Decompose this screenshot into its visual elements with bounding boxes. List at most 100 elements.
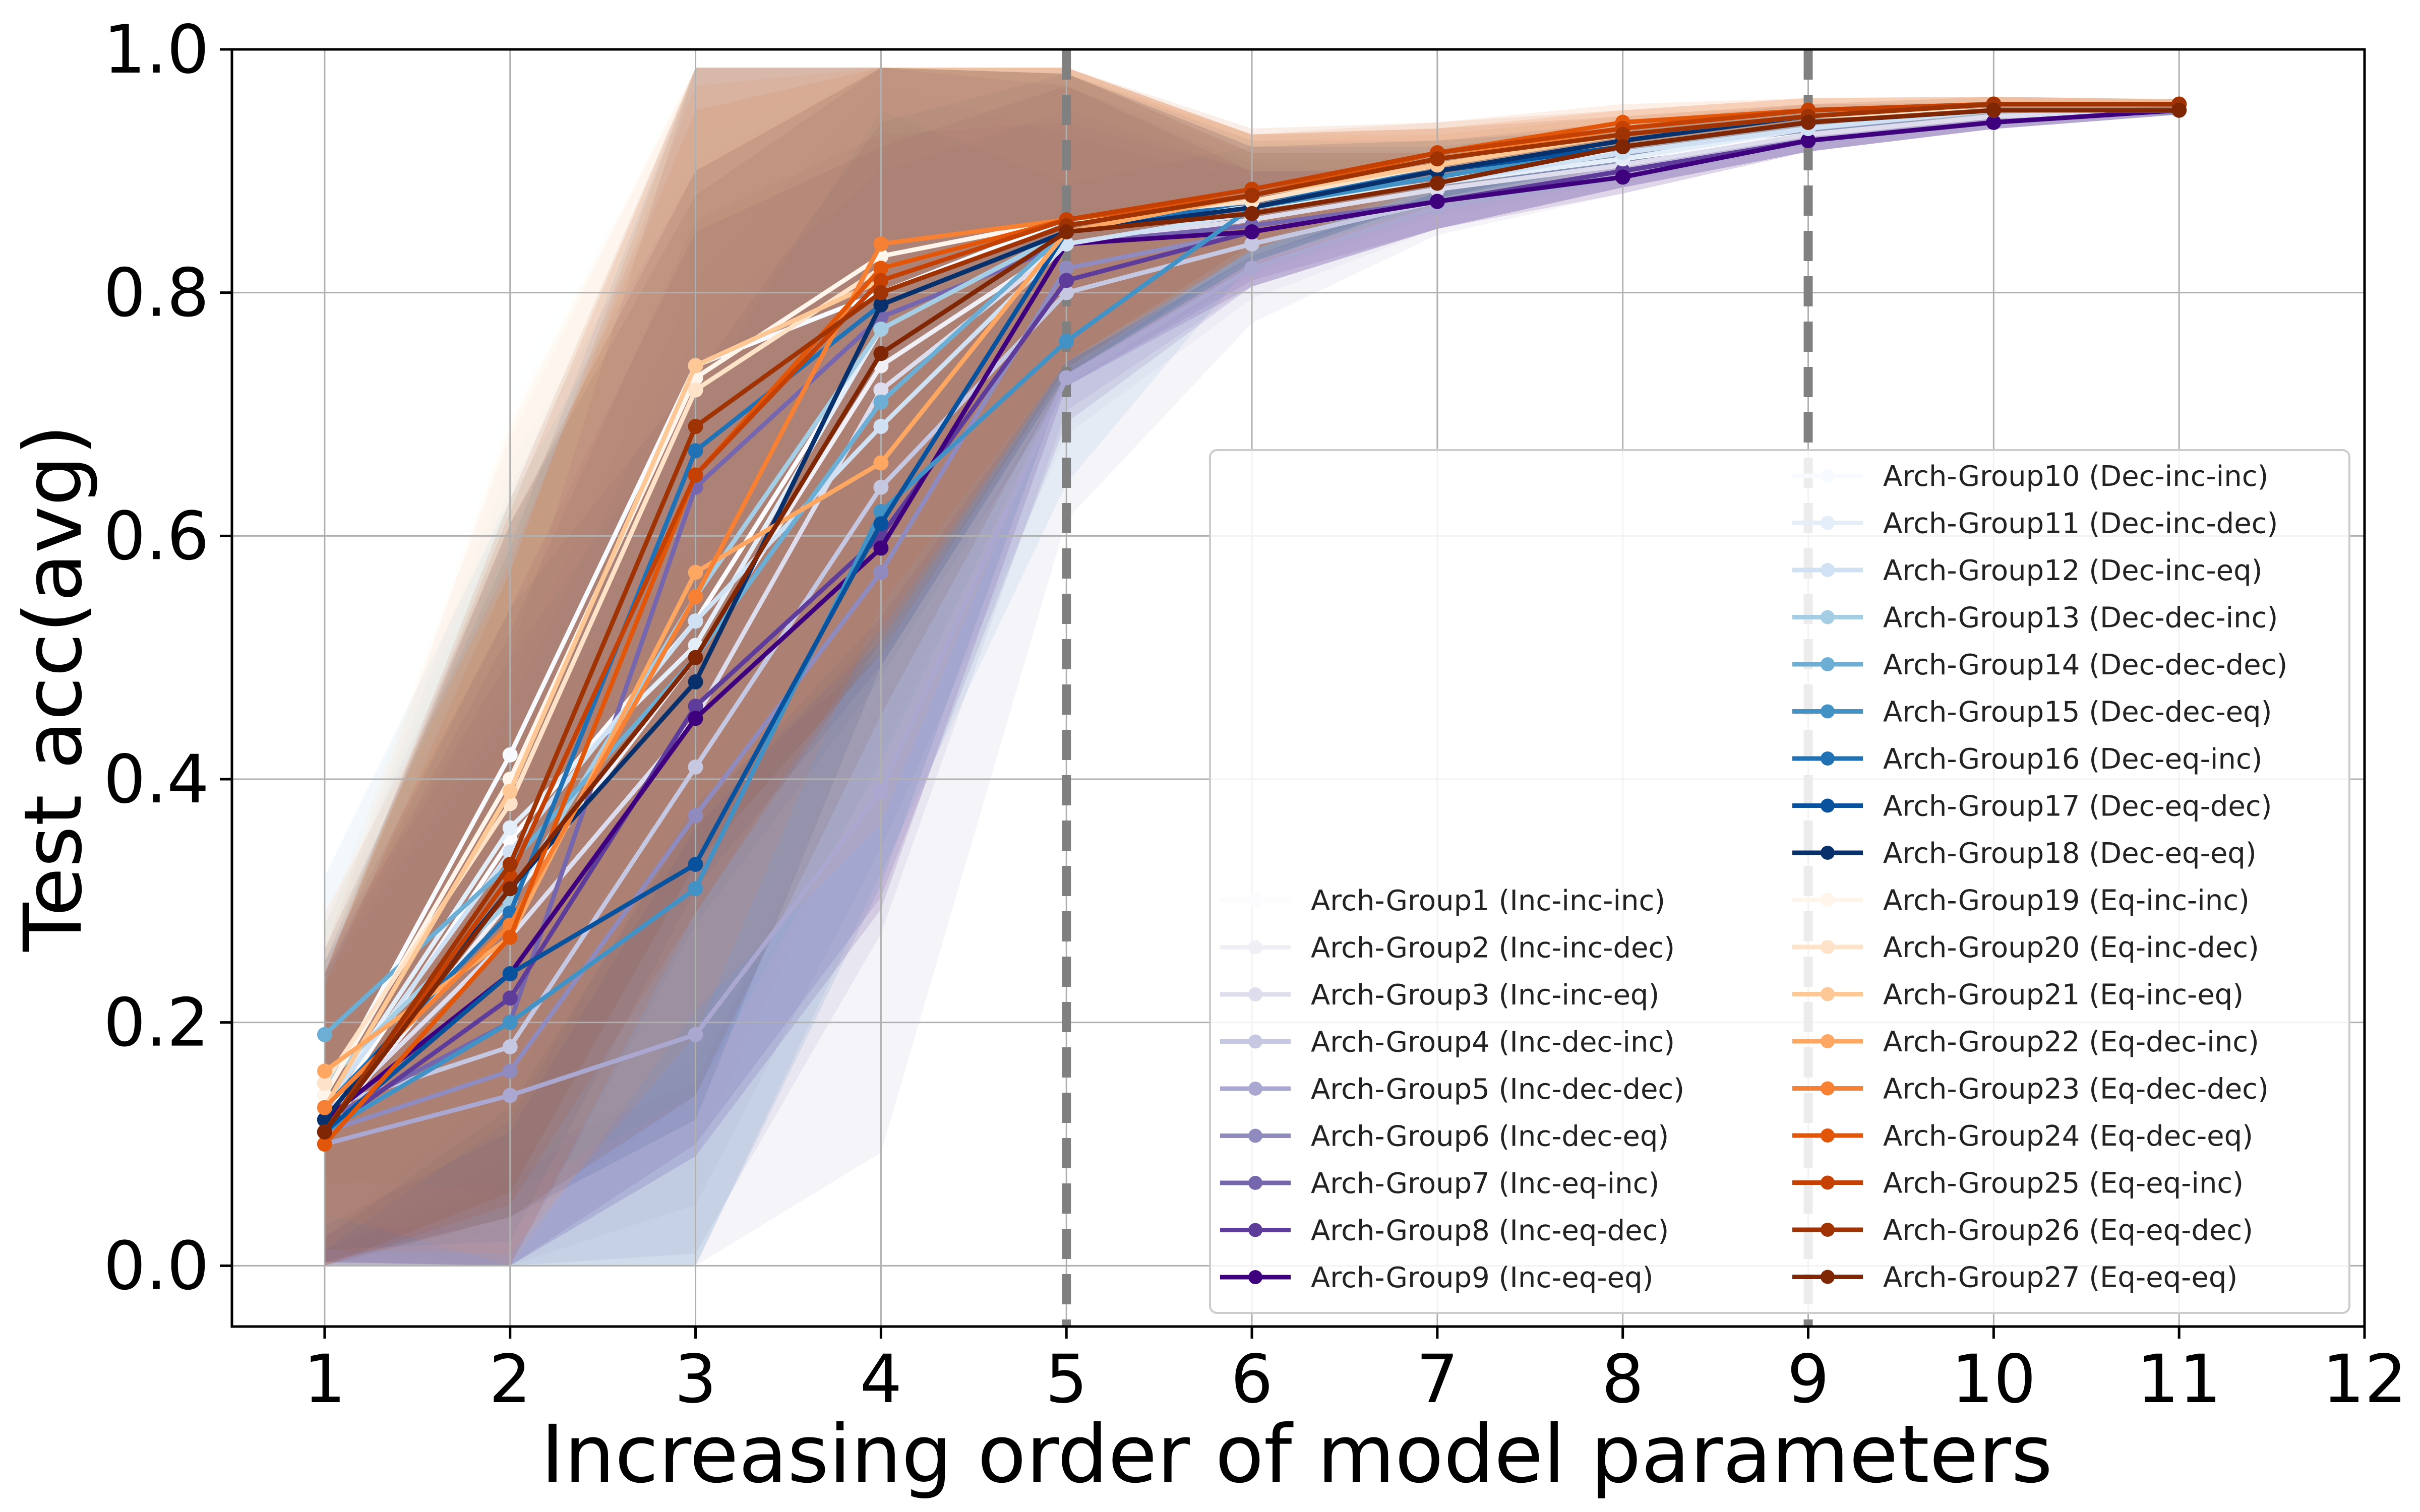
data-point bbox=[873, 382, 889, 398]
data-point bbox=[873, 419, 889, 434]
data-point bbox=[873, 516, 889, 532]
legend-item: Arch-Group21 (Eq-inc-eq) bbox=[1792, 979, 2244, 1012]
legend-item: Arch-Group6 (Inc-dec-eq) bbox=[1220, 1120, 1669, 1153]
legend-label: Arch-Group13 (Dec-dec-inc) bbox=[1883, 602, 2278, 635]
legend-item: Arch-Group22 (Eq-dec-inc) bbox=[1792, 1026, 2259, 1058]
x-tick-label: 3 bbox=[675, 1341, 717, 1418]
data-point bbox=[1800, 133, 1816, 148]
data-point bbox=[502, 784, 518, 799]
data-point bbox=[688, 759, 703, 775]
legend-item: Arch-Group20 (Eq-inc-dec) bbox=[1792, 931, 2259, 964]
data-point bbox=[688, 674, 703, 689]
data-point bbox=[317, 1063, 332, 1079]
legend-item: Arch-Group9 (Inc-eq-eq) bbox=[1220, 1262, 1653, 1294]
data-point bbox=[1244, 236, 1260, 252]
data-point bbox=[688, 650, 703, 665]
data-point bbox=[688, 382, 703, 398]
data-point bbox=[502, 820, 518, 836]
data-point bbox=[1615, 139, 1630, 155]
data-point bbox=[317, 1076, 332, 1091]
x-tick-label: 8 bbox=[1602, 1341, 1644, 1418]
legend-item: Arch-Group13 (Dec-dec-inc) bbox=[1792, 602, 2278, 635]
legend-marker bbox=[1821, 563, 1835, 577]
legend-item: Arch-Group26 (Eq-eq-dec) bbox=[1792, 1214, 2253, 1247]
legend-box bbox=[1209, 449, 2350, 1314]
legend-marker bbox=[1821, 987, 1835, 1001]
data-point bbox=[502, 1063, 518, 1079]
legend-marker bbox=[1821, 657, 1835, 671]
data-point bbox=[317, 1100, 332, 1115]
legend-label: Arch-Group26 (Eq-eq-dec) bbox=[1883, 1214, 2253, 1247]
x-tick-label: 5 bbox=[1045, 1341, 1087, 1418]
band-18 bbox=[324, 68, 2180, 1263]
plot-border bbox=[230, 48, 2366, 1328]
band-11 bbox=[324, 68, 2180, 1250]
band-27 bbox=[324, 68, 2180, 1266]
x-tick-label: 4 bbox=[860, 1341, 902, 1418]
data-point bbox=[1244, 261, 1260, 276]
band-3 bbox=[324, 68, 2180, 1266]
x-tick-label: 12 bbox=[2322, 1341, 2407, 1418]
legend-marker bbox=[1248, 1034, 1262, 1049]
x-tick-label: 1 bbox=[304, 1341, 346, 1418]
data-point bbox=[688, 1027, 703, 1042]
legend-label: Arch-Group2 (Inc-inc-dec) bbox=[1311, 932, 1675, 965]
legend-label: Arch-Group27 (Eq-eq-eq) bbox=[1883, 1262, 2237, 1294]
legend-label: Arch-Group22 (Eq-dec-inc) bbox=[1883, 1026, 2259, 1058]
data-point bbox=[873, 564, 889, 580]
data-point bbox=[873, 285, 889, 300]
data-point bbox=[688, 808, 703, 824]
x-tick-label: 2 bbox=[489, 1341, 531, 1418]
legend-label: Arch-Group3 (Inc-inc-eq) bbox=[1311, 979, 1659, 1012]
x-tick-label: 11 bbox=[2137, 1341, 2221, 1418]
data-point bbox=[688, 564, 703, 580]
legend-marker bbox=[1821, 798, 1835, 813]
data-point bbox=[1615, 169, 1630, 185]
legend-item: Arch-Group17 (Dec-eq-dec) bbox=[1792, 790, 2272, 823]
data-point bbox=[1429, 194, 1445, 209]
legend-item: Arch-Group23 (Eq-dec-dec) bbox=[1792, 1073, 2269, 1106]
legend-label: Arch-Group19 (Eq-inc-inc) bbox=[1883, 885, 2250, 917]
data-point bbox=[1615, 127, 1630, 142]
data-point bbox=[688, 613, 703, 629]
data-point bbox=[502, 747, 518, 763]
data-point bbox=[1059, 370, 1074, 386]
legend-marker bbox=[1821, 893, 1835, 907]
legend-marker bbox=[1821, 1223, 1835, 1237]
data-point bbox=[688, 358, 703, 373]
legend-marker bbox=[1248, 987, 1262, 1001]
legend-label: Arch-Group17 (Dec-eq-dec) bbox=[1883, 790, 2272, 823]
legend-marker bbox=[1821, 1175, 1835, 1190]
legend-label: Arch-Group12 (Dec-inc-eq) bbox=[1883, 554, 2263, 587]
legend-marker bbox=[1821, 610, 1835, 624]
legend-marker bbox=[1821, 940, 1835, 954]
x-axis-ticks: 1 2 3 4 5 6 7 8 9 10 11 12 bbox=[304, 1327, 2407, 1418]
data-point bbox=[1059, 334, 1074, 349]
data-point bbox=[873, 322, 889, 337]
legend-label: Arch-Group14 (Dec-dec-dec) bbox=[1883, 649, 2287, 681]
data-point bbox=[873, 455, 889, 471]
legend-label: Arch-Group8 (Inc-eq-dec) bbox=[1311, 1215, 1669, 1247]
legend-item: Arch-Group12 (Dec-inc-eq) bbox=[1792, 554, 2263, 587]
band-15 bbox=[324, 103, 2180, 1266]
series-27 bbox=[317, 102, 2187, 1140]
legend-item: Arch-Group27 (Eq-eq-eq) bbox=[1792, 1262, 2237, 1294]
legend-marker bbox=[1821, 1034, 1835, 1048]
data-point bbox=[688, 589, 703, 604]
data-point bbox=[502, 990, 518, 1006]
data-point bbox=[873, 297, 889, 312]
legend-item: Arch-Group18 (Dec-eq-eq) bbox=[1792, 837, 2257, 870]
data-point bbox=[1800, 114, 1816, 130]
data-point bbox=[873, 784, 889, 799]
legend-item: Arch-Group8 (Inc-eq-dec) bbox=[1220, 1215, 1669, 1247]
legend-marker bbox=[1821, 704, 1835, 719]
data-point bbox=[317, 1027, 332, 1042]
legend-marker bbox=[1248, 940, 1262, 955]
data-point bbox=[873, 346, 889, 361]
data-point bbox=[688, 467, 703, 483]
legend-item: Arch-Group5 (Inc-dec-dec) bbox=[1220, 1073, 1684, 1106]
band-22 bbox=[324, 68, 2180, 1266]
data-point bbox=[502, 856, 518, 872]
y-tick-label: 0.2 bbox=[103, 984, 209, 1062]
band-6 bbox=[324, 105, 2180, 1266]
